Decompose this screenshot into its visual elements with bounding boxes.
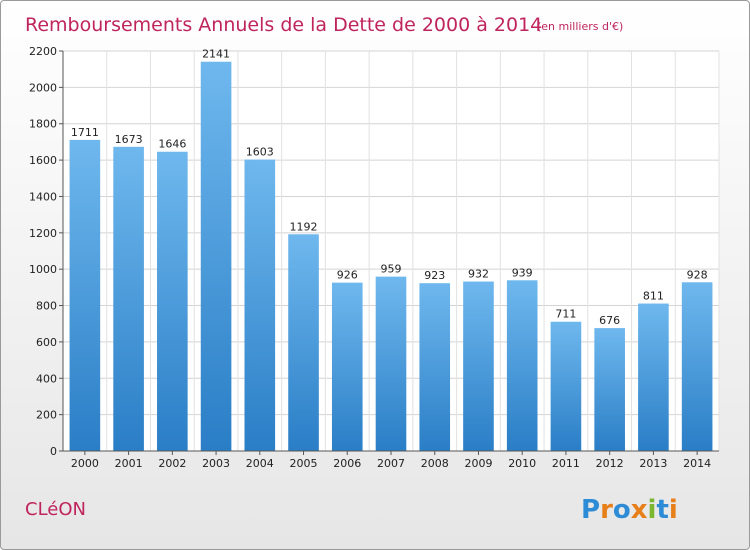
- city-name: CLéON: [25, 499, 86, 520]
- bar: [638, 303, 669, 451]
- bar: [288, 234, 319, 451]
- y-tick-label: 1800: [29, 118, 57, 131]
- x-tick-label: 2005: [290, 457, 318, 470]
- logo-letter: x: [631, 495, 648, 525]
- y-tick-label: 800: [36, 300, 57, 313]
- bar: [681, 282, 713, 451]
- bars: 1711 1673 1646 2141 1603 1192 926 959 923 932 939 7…: [69, 48, 713, 452]
- bar: [200, 61, 232, 452]
- y-tick-label: 1600: [29, 154, 57, 167]
- x-tick-label: 2003: [202, 457, 230, 470]
- x-tick-label: 2008: [421, 457, 449, 470]
- bar: [506, 280, 538, 451]
- bar: [550, 321, 582, 451]
- bar-value-label: 939: [512, 266, 533, 279]
- x-axis: 2000 2001 2002 2003 2004 2005 2006 2007 2008 2009…: [63, 450, 719, 470]
- logo-letter: o: [613, 495, 631, 525]
- logo-letter: r: [600, 495, 613, 525]
- x-tick-label: 2002: [158, 457, 186, 470]
- logo-letter: t: [656, 495, 668, 525]
- x-tick-label: 2009: [464, 457, 492, 470]
- bar-value-label: 1673: [115, 133, 143, 146]
- bar: [419, 283, 451, 451]
- bar: [331, 282, 363, 451]
- x-tick-label: 2010: [508, 457, 536, 470]
- x-tick-label: 2004: [246, 457, 274, 470]
- x-tick-label: 2013: [639, 457, 667, 470]
- bar: [244, 159, 276, 451]
- bar: [69, 139, 101, 451]
- x-tick-label: 2006: [333, 457, 361, 470]
- proxiti-logo: Proxiti: [581, 495, 678, 525]
- logo-letter: i: [669, 495, 678, 525]
- bar-value-label: 932: [468, 268, 489, 281]
- bar-value-label: 959: [381, 263, 402, 276]
- x-tick-label: 2001: [115, 457, 143, 470]
- bar-value-label: 1192: [290, 220, 318, 233]
- chart-subtitle: (en milliers d'€): [537, 20, 623, 33]
- bar: [113, 146, 144, 451]
- bar-value-label: 711: [555, 308, 576, 321]
- bar-value-label: 676: [599, 314, 620, 327]
- chart-title: Remboursements Annuels de la Dette de 20…: [25, 14, 542, 36]
- y-tick-label: 400: [36, 372, 57, 385]
- y-tick-label: 2200: [29, 45, 57, 58]
- bar-value-label: 928: [687, 268, 708, 281]
- x-tick-label: 2007: [377, 457, 405, 470]
- bar: [157, 151, 188, 451]
- x-tick-label: 2014: [683, 457, 711, 470]
- bar-value-label: 2141: [202, 48, 230, 61]
- x-tick-label: 2000: [71, 457, 99, 470]
- y-tick-label: 1000: [29, 263, 57, 276]
- y-tick-label: 200: [36, 409, 57, 422]
- bar-value-label: 1711: [71, 126, 99, 139]
- y-axis: 0 200 400 600 800 1000 1200 1400 1600 1800 2000 220…: [29, 45, 64, 458]
- x-tick-label: 2012: [596, 457, 624, 470]
- bar-value-label: 1603: [246, 146, 274, 159]
- bar: [594, 328, 625, 451]
- y-tick-label: 1200: [29, 227, 57, 240]
- bar-value-label: 1646: [158, 138, 186, 151]
- logo-letter: i: [648, 495, 657, 525]
- y-tick-label: 1400: [29, 190, 57, 203]
- bar-value-label: 811: [643, 290, 664, 303]
- logo-letter: P: [581, 495, 600, 525]
- y-tick-label: 0: [50, 445, 57, 458]
- y-tick-label: 600: [36, 336, 57, 349]
- x-tick-label: 2011: [552, 457, 580, 470]
- bar: [463, 281, 494, 451]
- bar-value-label: 926: [337, 269, 358, 282]
- bar-value-label: 923: [424, 269, 445, 282]
- y-tick-label: 2000: [29, 81, 57, 94]
- bar: [375, 276, 407, 451]
